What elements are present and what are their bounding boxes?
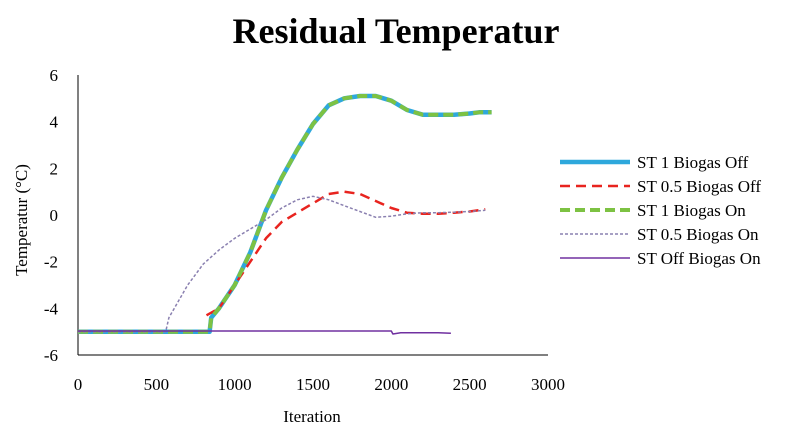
y-tick-label: -2 bbox=[44, 253, 58, 272]
legend-label-4: ST 0.5 Biogas On bbox=[637, 225, 759, 244]
series-line-5 bbox=[78, 330, 451, 335]
y-axis-label: Temperatur (°C) bbox=[12, 164, 31, 276]
legend-label-1: ST 1 Biogas Off bbox=[637, 153, 749, 172]
x-tick-label: 1000 bbox=[218, 375, 252, 394]
x-tick-label: 2500 bbox=[453, 375, 487, 394]
x-tick-label: 1500 bbox=[296, 375, 330, 394]
y-tick-label: -4 bbox=[44, 299, 59, 318]
x-axis-label: Iteration bbox=[283, 407, 341, 426]
y-tick-label: 4 bbox=[50, 113, 59, 132]
legend-label-3: ST 1 Biogas On bbox=[637, 201, 746, 220]
series-line-2 bbox=[205, 190, 486, 317]
legend-label-5: ST Off Biogas On bbox=[637, 249, 761, 268]
y-tick-label: 2 bbox=[50, 159, 59, 178]
legend-label-2: ST 0.5 Biogas Off bbox=[637, 177, 761, 196]
x-tick-label: 500 bbox=[144, 375, 170, 394]
chart-title: Residual Temperatur bbox=[232, 11, 560, 51]
y-tick-label: 0 bbox=[50, 206, 59, 225]
series-line-3 bbox=[78, 94, 492, 334]
x-tick-label: 3000 bbox=[531, 375, 565, 394]
x-tick-label: 0 bbox=[74, 375, 83, 394]
y-tick-label: -6 bbox=[44, 346, 58, 365]
series-line-4 bbox=[78, 195, 486, 333]
y-tick-label: 6 bbox=[50, 66, 59, 85]
x-tick-label: 2000 bbox=[374, 375, 408, 394]
